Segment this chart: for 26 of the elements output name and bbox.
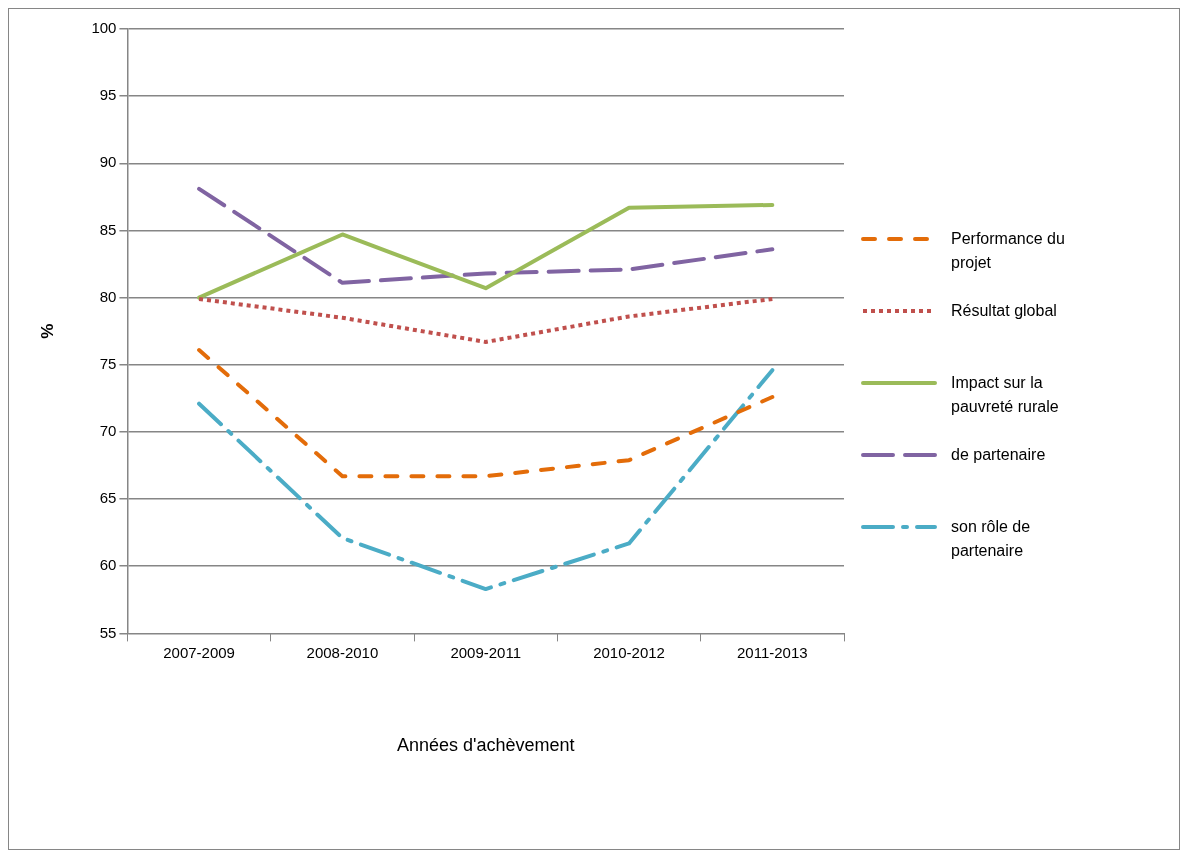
- legend-label: Résultat global: [951, 301, 1058, 321]
- y-tick-label: 85: [99, 220, 117, 238]
- y-tick-label: 90: [99, 153, 117, 171]
- x-axis-title: Années d'achèvement: [396, 735, 575, 756]
- x-tick-label: 2007-2009: [163, 643, 235, 661]
- y-tick-label: 65: [99, 489, 117, 507]
- legend-label: de partenaire: [951, 445, 1047, 465]
- line-series: [197, 296, 775, 344]
- line-series: [197, 186, 775, 285]
- legend-label: Performance du projet: [951, 229, 1066, 273]
- y-axis-title: %: [37, 323, 57, 339]
- line-series: [197, 348, 775, 479]
- x-tick-label: 2011-2013: [737, 643, 808, 661]
- legend-label: Impact sur la pauvreté rurale: [951, 373, 1060, 417]
- x-tick-label: 2008-2010: [306, 643, 379, 661]
- y-tick-label: 60: [99, 556, 117, 574]
- y-tick-label: 70: [99, 422, 117, 440]
- y-tick-label: 95: [99, 86, 117, 104]
- y-tick-label: 75: [99, 354, 117, 372]
- line-series: [197, 368, 775, 592]
- legend-label: son rôle de partenaire: [951, 517, 1032, 561]
- x-tick-label: 2010-2012: [593, 643, 665, 661]
- y-tick-label: 55: [99, 623, 117, 641]
- x-tick-label: 2009-2011: [450, 643, 522, 661]
- y-tick-label: 100: [91, 19, 117, 37]
- y-tick-label: 80: [99, 287, 117, 305]
